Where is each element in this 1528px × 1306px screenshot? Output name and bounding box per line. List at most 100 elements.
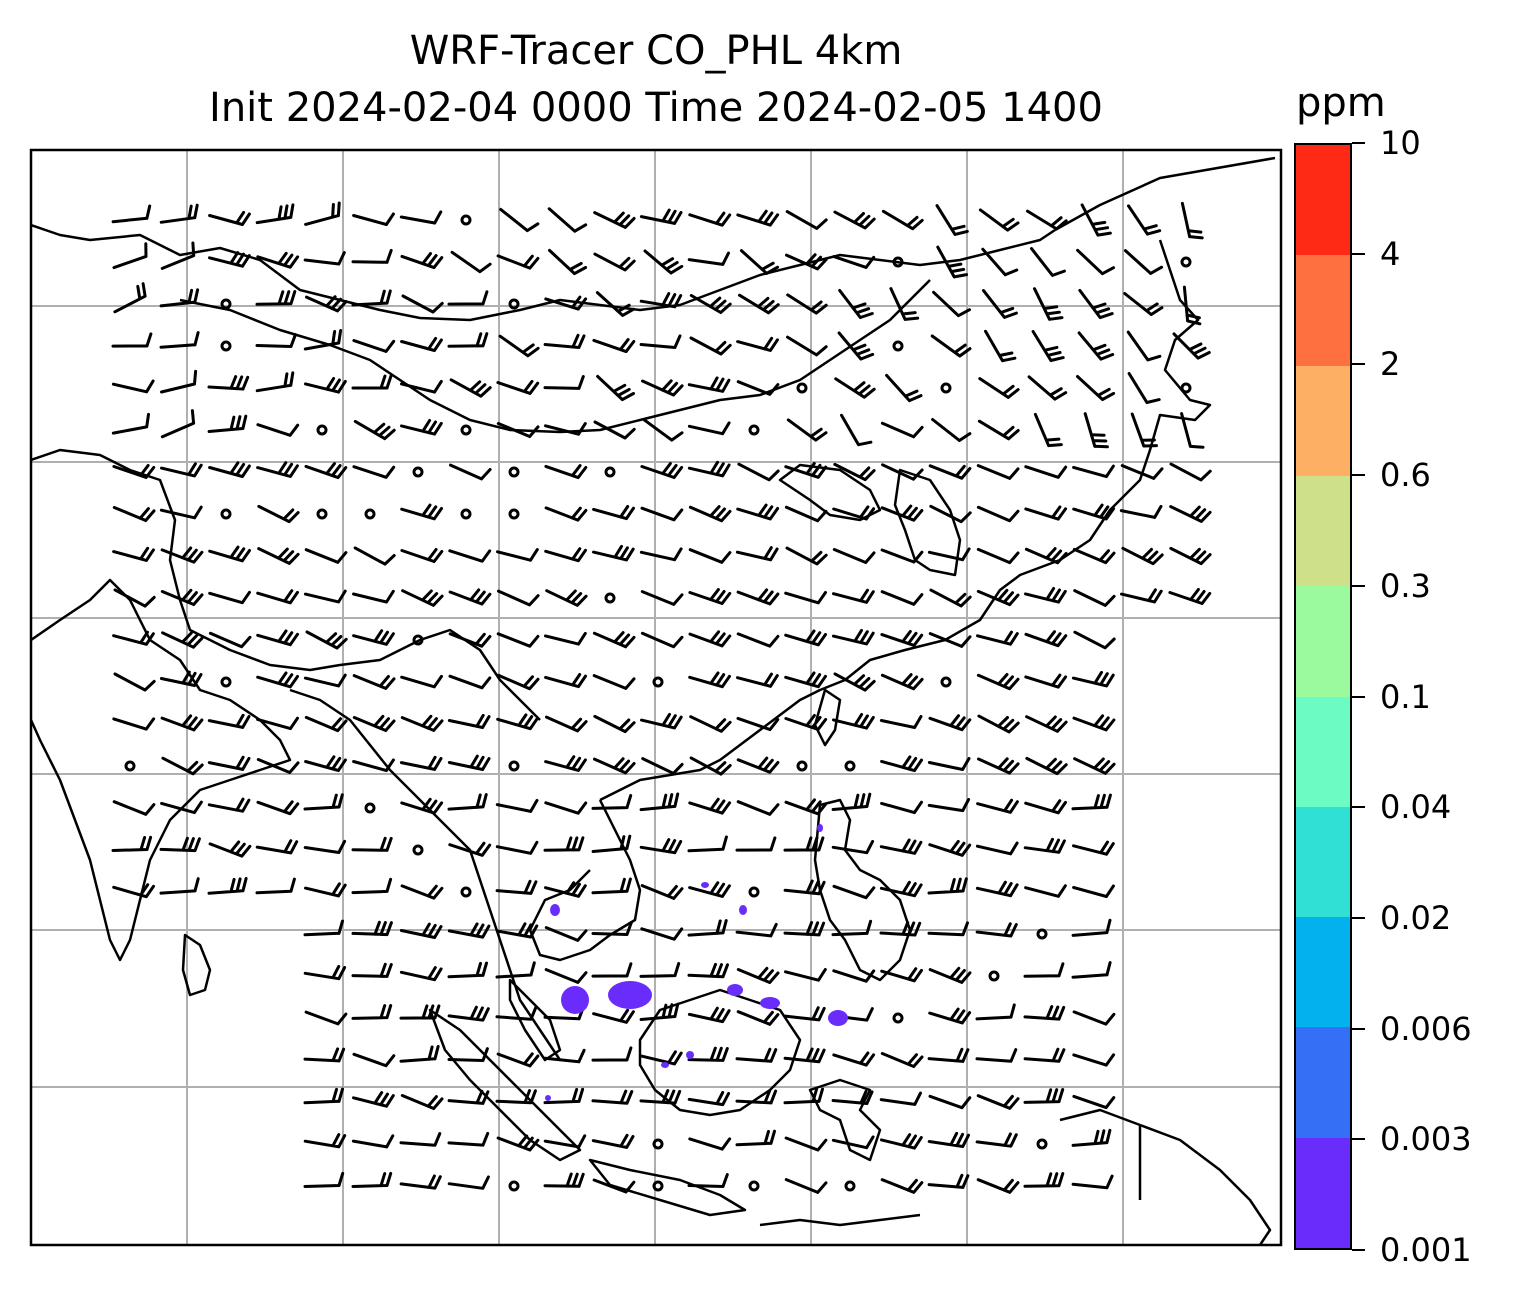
wind-barb (496, 422, 540, 438)
wind-barb (688, 630, 732, 648)
wind-barb (496, 632, 540, 648)
calm-wind-marker (652, 1138, 664, 1150)
wind-barb (161, 631, 204, 649)
wind-barb (927, 547, 971, 562)
wind-barb (207, 414, 248, 433)
wind-barb (1023, 1088, 1065, 1104)
colorbar-segment (1296, 806, 1350, 918)
wind-barb (112, 717, 156, 731)
wind-barb (1071, 1174, 1114, 1190)
wind-barb (159, 836, 201, 853)
wind-barb (687, 1173, 729, 1188)
wind-barb (255, 290, 297, 306)
wind-barb (159, 288, 200, 308)
wind-barb (160, 714, 204, 732)
wind-barb (112, 546, 155, 562)
colorbar-tick (1352, 1138, 1365, 1141)
wind-barb (687, 919, 728, 937)
wind-barb (161, 756, 204, 776)
wind-barb (112, 630, 155, 646)
wind-barb (592, 338, 636, 354)
wind-barb (833, 210, 876, 230)
wind-barb (1073, 589, 1116, 607)
wind-barb (1072, 1053, 1116, 1067)
wind-barb (303, 673, 347, 688)
wind-barb (159, 203, 199, 224)
wind-barb (975, 922, 1018, 938)
wind-barb (1024, 547, 1068, 565)
wind-barb (1180, 412, 1205, 449)
wind-barb (352, 465, 396, 479)
wind-barb (927, 877, 968, 895)
wind-barb (880, 504, 924, 522)
colorbar-tick (1352, 1249, 1365, 1251)
calm-wind-marker (604, 592, 616, 604)
calm-wind-marker (316, 508, 328, 520)
wind-barb (687, 962, 729, 979)
wind-barb (1071, 670, 1115, 688)
wind-barb (784, 1136, 828, 1152)
wind-barb (784, 671, 827, 689)
wind-barb (399, 922, 443, 939)
calm-wind-marker (1180, 256, 1192, 268)
wind-barb (1077, 331, 1115, 361)
wind-barb (975, 1003, 1016, 1021)
wind-barb (112, 464, 156, 479)
wind-barb (832, 1051, 876, 1067)
wind-barb (1072, 884, 1115, 898)
wind-barb (495, 840, 539, 855)
wind-barb (447, 290, 489, 306)
wind-barb (688, 588, 732, 605)
wind-barb (544, 506, 588, 522)
wind-barb (783, 921, 826, 937)
wind-barb (928, 714, 972, 732)
wind-barb (889, 287, 920, 321)
wind-barb (159, 670, 203, 687)
map-border (29, 148, 1283, 1247)
wind-barb (783, 1006, 826, 1022)
chart-title-line1: WRF-Tracer CO_PHL 4km (409, 28, 903, 74)
wind-barb (304, 1010, 348, 1026)
wind-barb (544, 422, 587, 436)
wind-barb (978, 208, 1020, 232)
wind-barb (111, 412, 150, 435)
calm-wind-marker (508, 760, 520, 772)
wind-barb (1123, 249, 1164, 275)
wind-barb (879, 1091, 922, 1106)
wind-barb (352, 1052, 396, 1068)
colorbar-tick-label: 0.02 (1380, 898, 1452, 937)
wind-barb (831, 792, 872, 811)
wind-barb (735, 1129, 776, 1147)
wind-barb (784, 1178, 828, 1194)
wind-barb (1072, 714, 1116, 732)
wind-barb (256, 629, 299, 647)
wind-barb (400, 419, 443, 436)
wind-barb (496, 548, 539, 562)
wind-barb (593, 211, 636, 229)
wind-barb (351, 374, 393, 390)
wind-barb (593, 420, 636, 440)
wind-barb (687, 251, 730, 266)
wind-barb (783, 836, 825, 852)
coast-philippines (813, 798, 912, 982)
wind-barb (785, 210, 828, 230)
wind-barb (977, 714, 1020, 734)
wind-barb (831, 628, 875, 646)
wind-barb (207, 755, 251, 771)
calm-wind-marker (940, 676, 952, 688)
calm-wind-marker (412, 844, 424, 856)
wind-barb (351, 962, 393, 978)
wind-barb (737, 462, 780, 482)
wind-barb (1023, 837, 1066, 854)
wind-barb (639, 792, 680, 812)
wind-barb (352, 714, 396, 732)
colorbar-tick-label: 0.006 (1380, 1009, 1472, 1048)
calm-wind-marker (124, 760, 136, 772)
wind-barb (351, 1134, 395, 1149)
wind-barb (591, 962, 633, 978)
wind-barb (160, 800, 203, 815)
wind-barb (879, 880, 923, 898)
calm-wind-marker (1036, 1138, 1048, 1150)
wind-barb (936, 245, 969, 279)
